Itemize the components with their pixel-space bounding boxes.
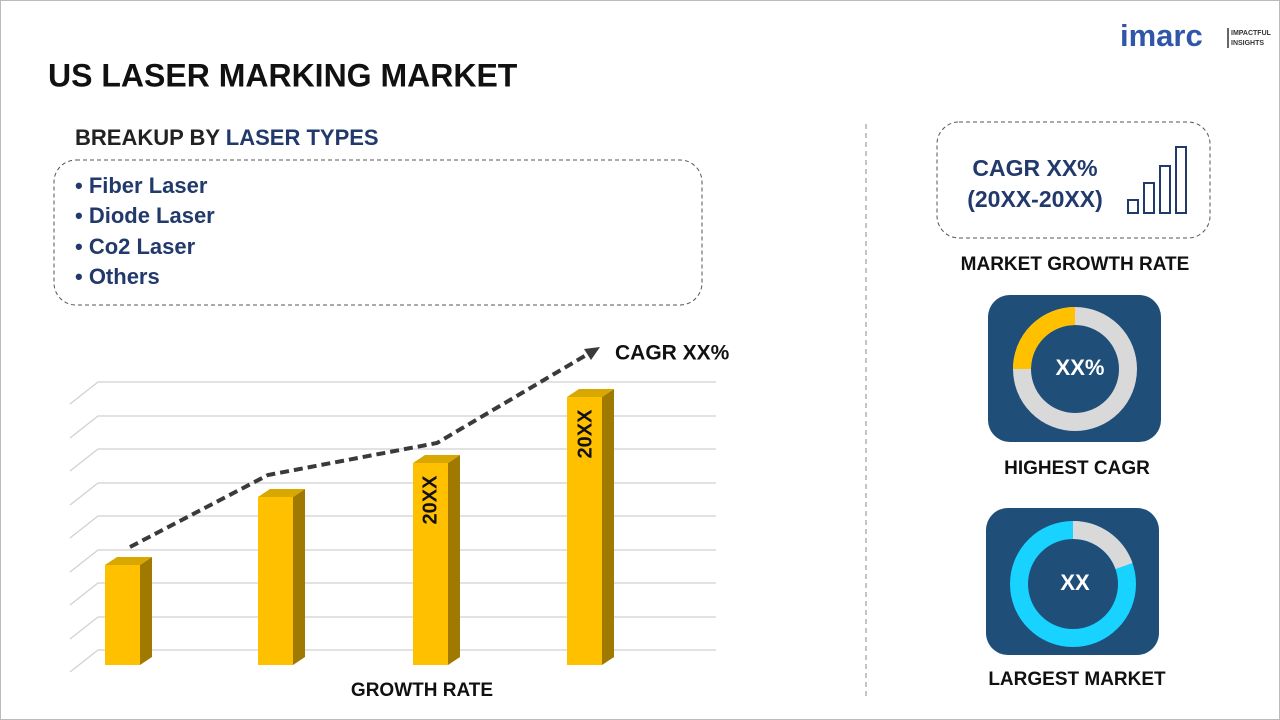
- list-item: • Fiber Laser: [75, 173, 208, 198]
- market-caption: LARGEST MARKET: [988, 669, 1166, 690]
- cagr-value: XX%: [1056, 355, 1105, 380]
- growth-period: (20XX-20XX): [967, 186, 1103, 212]
- growth-caption: MARKET GROWTH RATE: [961, 254, 1190, 275]
- breakup-heading: BREAKUP BY LASER TYPES: [75, 125, 379, 150]
- growth-box: [936, 121, 1211, 239]
- list-item: • Others: [75, 264, 160, 289]
- trend-arrow: [584, 347, 600, 360]
- logo-tagline: INSIGHTS: [1231, 40, 1264, 47]
- trend-label: CAGR XX%: [615, 342, 730, 365]
- breakup-box: [53, 159, 703, 306]
- market-value: XX: [1060, 570, 1090, 595]
- growth-icon: [1127, 146, 1187, 214]
- heading-prefix: BREAKUP BY: [75, 125, 220, 150]
- donut-arc: [1013, 307, 1076, 370]
- growth-cagr: CAGR XX%: [972, 155, 1097, 181]
- list-item: • Co2 Laser: [75, 234, 196, 259]
- cagr-caption: HIGHEST CAGR: [1004, 458, 1150, 479]
- chart-grid: [69, 381, 716, 673]
- axis-label: GROWTH RATE: [351, 680, 493, 701]
- bar-label: 20XX: [419, 475, 441, 525]
- list-item: • Diode Laser: [75, 203, 215, 228]
- bar-label: 20XX: [574, 409, 596, 459]
- heading-highlight: LASER TYPES: [226, 125, 379, 150]
- donut-arc: [1072, 520, 1133, 570]
- title: US LASER MARKING MARKET: [48, 57, 518, 93]
- bars: [105, 389, 614, 665]
- logo-name: imarc: [1120, 18, 1203, 53]
- trend-line: [129, 352, 590, 549]
- logo-tagline: IMPACTFUL: [1231, 30, 1272, 37]
